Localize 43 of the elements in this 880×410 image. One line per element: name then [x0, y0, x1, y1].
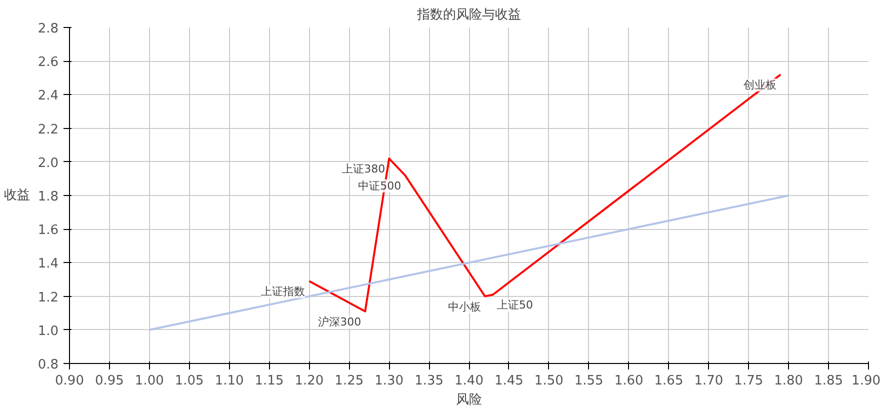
x-tick-label: 1.25	[334, 374, 364, 388]
y-tick-label: 1.2	[38, 290, 59, 306]
y-tick-label: 1.0	[38, 324, 59, 339]
x-tick-label: 1.55	[574, 374, 604, 388]
annotation: 中小板	[448, 300, 481, 314]
annotation: 创业板	[744, 78, 777, 92]
x-tick-label: 1.50	[534, 374, 564, 388]
x-tick-label: 1.10	[214, 374, 244, 388]
annotation: 上证380	[342, 162, 386, 176]
y-tick-label: 0.8	[38, 358, 59, 372]
annotation: 上证指数	[261, 285, 306, 298]
x-tick-label: 1.85	[814, 374, 844, 388]
x-tick-label: 1.30	[374, 374, 404, 388]
x-tick-label: 1.45	[494, 374, 524, 388]
y-tick-label: 2.6	[38, 55, 59, 70]
x-tick-label: 1.40	[454, 374, 484, 388]
y-tick-label: 1.4	[38, 256, 59, 272]
x-tick-label: 1.35	[414, 374, 444, 388]
y-axis-title: 收益	[4, 188, 30, 203]
x-tick-label: 1.00	[134, 374, 164, 388]
y-tick-label: 2.2	[38, 122, 59, 138]
annotation: 沪深300	[318, 315, 362, 328]
chart-title: 指数的风险与收益	[416, 8, 521, 22]
x-tick-label: 0.90	[55, 374, 84, 388]
x-tick-label: 1.15	[254, 374, 284, 388]
x-tick-label: 1.60	[614, 374, 644, 388]
x-tick-label: 1.70	[694, 374, 724, 388]
y-tick-label: 2.4	[38, 88, 59, 104]
y-tick-label: 2.0	[38, 156, 59, 171]
x-tick-label: 1.65	[654, 374, 684, 388]
y-tick-label: 2.8	[38, 22, 59, 36]
annotation: 中证500	[358, 179, 402, 192]
x-tick-label: 1.90	[852, 374, 880, 388]
x-tick-label: 1.05	[174, 374, 204, 388]
x-tick-label: 0.95	[94, 374, 124, 388]
line-series	[308, 74, 782, 312]
x-tick-label: 1.75	[734, 374, 764, 388]
x-axis-title: 风险	[456, 392, 482, 408]
annotation: 上证50	[496, 298, 533, 312]
y-tick-label: 1.8	[38, 190, 59, 204]
y-tick-label: 1.6	[38, 223, 59, 238]
x-tick-label: 1.80	[774, 374, 804, 388]
x-tick-label: 1.20	[294, 374, 324, 388]
